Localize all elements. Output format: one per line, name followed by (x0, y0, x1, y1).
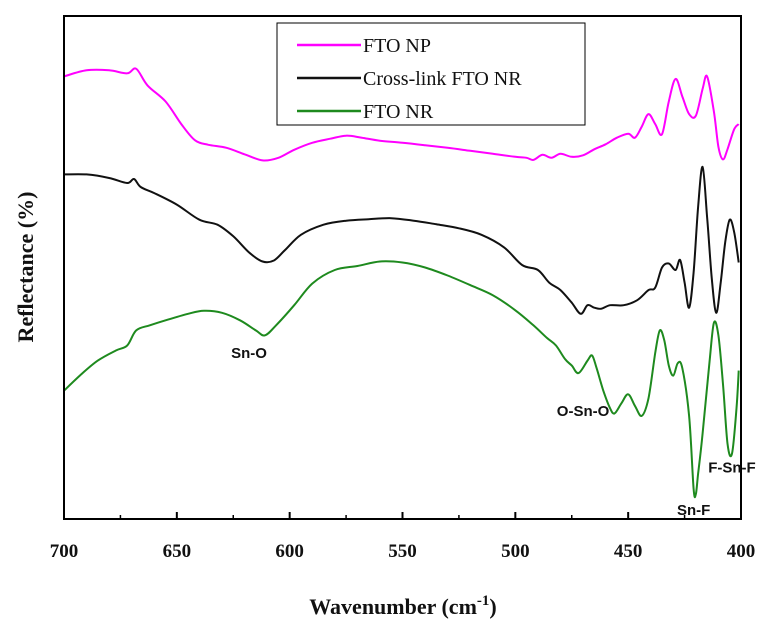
x-tick-label: 500 (501, 541, 530, 562)
series-line-fto-nr (63, 260, 740, 499)
series-line-cross-link-fto-nr (63, 165, 740, 315)
annotation-label: O-Sn-O (557, 403, 610, 420)
annotation-label: F-Sn-F (708, 460, 755, 477)
annotation-label: Sn-O (231, 345, 267, 362)
legend-label: FTO NP (363, 35, 431, 57)
x-axis-title: Wavenumber (cm-1) (309, 593, 496, 619)
x-tick-label: 450 (614, 541, 643, 562)
x-tick-label: 650 (163, 541, 192, 562)
legend-box (276, 22, 586, 126)
x-tick-label: 600 (275, 541, 304, 562)
annotation-label: Sn-F (677, 502, 710, 519)
y-axis-title: Reflectance (%) (13, 192, 38, 343)
legend: FTO NP Cross-link FTO NR FTO NR (276, 22, 586, 126)
x-axis-ticks: 700 650 600 550 500 450 400 (50, 512, 756, 562)
legend-label: Cross-link FTO NR (363, 68, 522, 90)
annotations: Sn-O O-Sn-O Sn-F F-Sn-F (231, 345, 756, 519)
x-tick-label: 550 (388, 541, 417, 562)
legend-label: FTO NR (363, 101, 434, 123)
x-tick-label: 700 (50, 541, 79, 562)
series-line-fto-np (63, 67, 740, 162)
x-tick-label: 400 (727, 541, 756, 562)
series-layer (63, 67, 740, 499)
